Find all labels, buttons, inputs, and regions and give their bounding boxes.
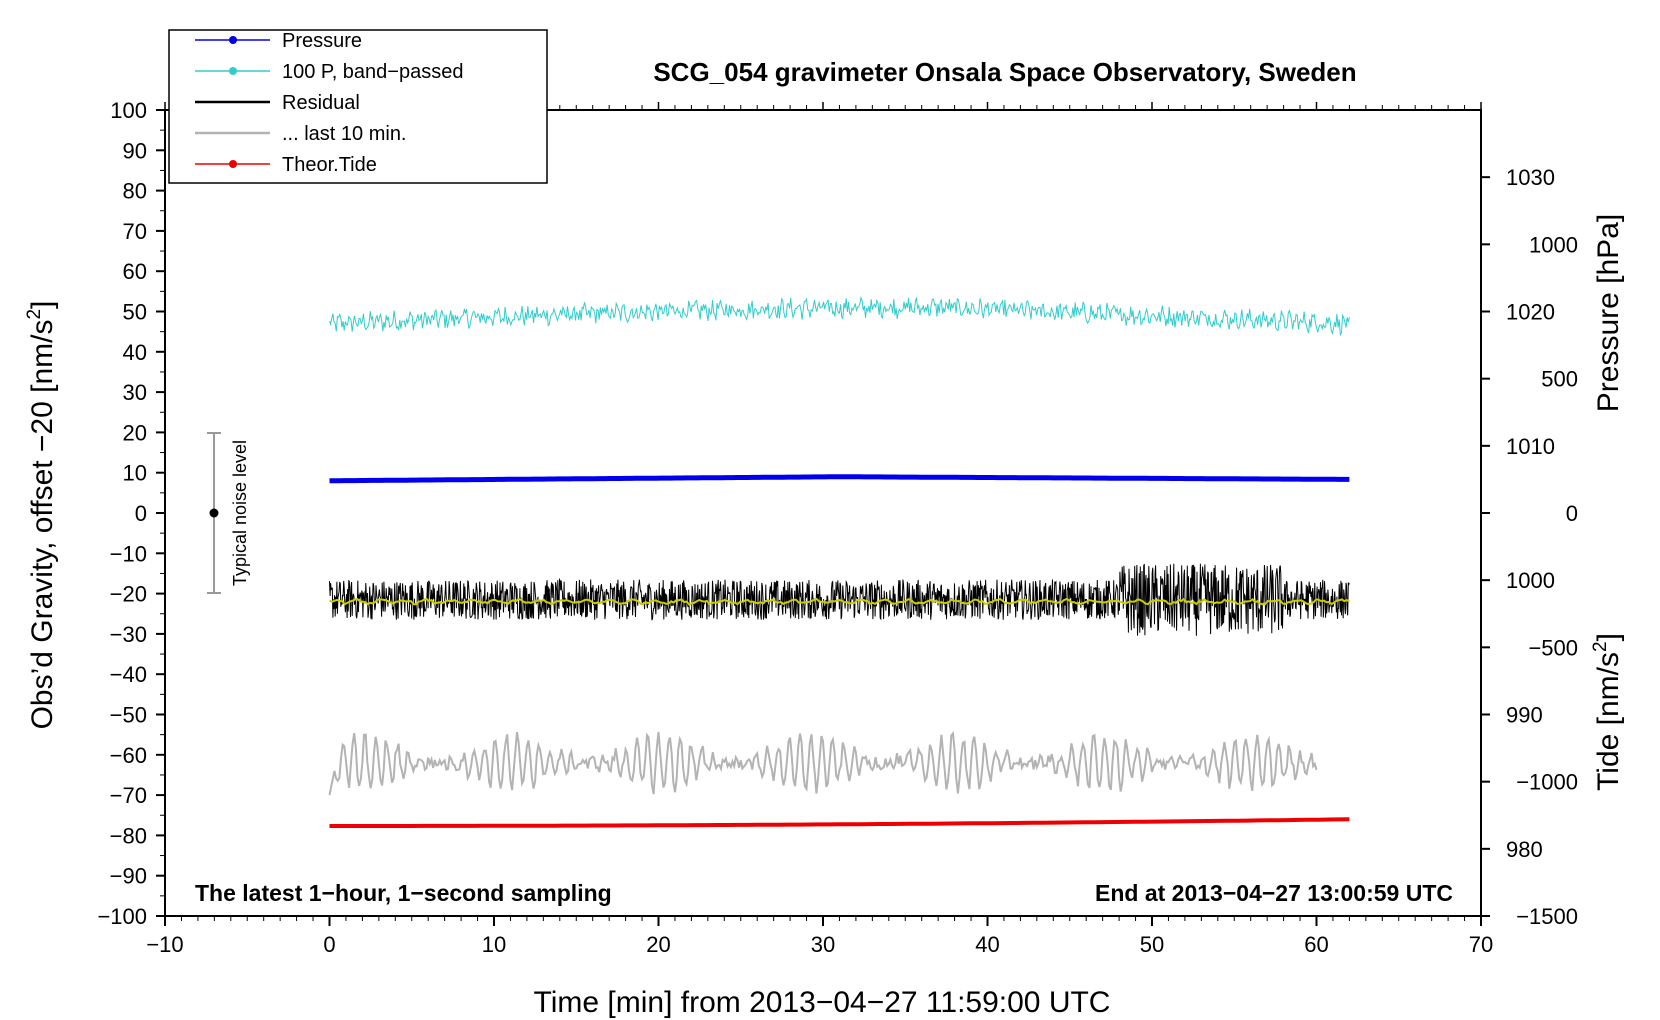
y-tick-label: 40 — [123, 340, 147, 365]
y-axis-title-left-text: Obs’d Gravity, offset −20 [nm/s — [26, 320, 59, 730]
legend-label-tide: Theor.Tide — [282, 154, 377, 176]
legend-label-last10: ... last 10 min. — [282, 123, 407, 145]
y-axis-title-left: Obs’d Gravity, offset −20 [nm/s2] — [24, 301, 59, 730]
legend-marker-bandpassed — [229, 67, 237, 75]
axis-ticks: −10 0 10 20 30 40 50 60 701009080706050403020100… — [97, 98, 1578, 957]
y-tick-label: 70 — [123, 219, 147, 244]
legend-marker-tide — [229, 160, 237, 168]
tide-tick-label: 500 — [1541, 367, 1578, 392]
note-right: End at 2013−04−27 13:00:59 UTC — [1095, 880, 1453, 906]
y-tick-label: 80 — [123, 179, 147, 204]
y-tick-label: −70 — [110, 783, 147, 808]
note-left: The latest 1−hour, 1−second sampling — [195, 880, 612, 906]
tide-tick-label: −1500 — [1516, 904, 1578, 929]
y-tick-label: 100 — [110, 98, 147, 123]
legend: Pressure 100 P, band−passed Residual ...… — [168, 29, 548, 184]
noise-bar-center — [209, 508, 219, 518]
series-theoretical-tide — [329, 817, 1350, 828]
y-axis-title-tide-text: Tide [nm/s — [1592, 652, 1625, 791]
y-tick-label: −40 — [110, 662, 147, 687]
legend-item-last10: ... last 10 min. — [195, 123, 407, 145]
y-axis-title-tide: Tide [nm/s2] — [1590, 633, 1625, 791]
series-bandpassed-pressure — [329, 295, 1350, 337]
series-residual-smoothed — [329, 597, 1350, 606]
pressure-tick-label: 980 — [1506, 837, 1543, 862]
noise-bar: Typical noise level — [207, 432, 250, 594]
series-residual — [329, 563, 1350, 636]
legend-item-pressure: Pressure — [195, 30, 362, 52]
tide-tick-label: 1000 — [1529, 232, 1578, 257]
pressure-tick-label: 1010 — [1506, 434, 1555, 459]
y-tick-label: 30 — [123, 380, 147, 405]
x-axis-title: Time [min] from 2013−04−27 11:59:00 UTC — [534, 986, 1111, 1019]
x-tick-label: −10 — [146, 932, 183, 957]
x-tick-label: 20 — [646, 932, 670, 957]
legend-box — [168, 29, 548, 184]
x-tick-label: 70 — [1469, 932, 1493, 957]
y-tick-label: −90 — [110, 864, 147, 889]
y-axis-title-left-sup: 2 — [24, 309, 45, 320]
y-tick-label: −50 — [110, 703, 147, 728]
pressure-tick-label: 1000 — [1506, 568, 1555, 593]
pressure-tick-label: 990 — [1506, 703, 1543, 728]
x-tick-label: 40 — [975, 932, 999, 957]
x-tick-label: 60 — [1304, 932, 1328, 957]
y-tick-label: −10 — [110, 541, 147, 566]
series-pressure — [329, 474, 1350, 484]
legend-label-pressure: Pressure — [282, 30, 362, 52]
legend-item-residual: Residual — [195, 92, 360, 114]
legend-label-bandpassed: 100 P, band−passed — [282, 61, 463, 83]
y-tick-label: 0 — [135, 501, 147, 526]
y-axis-title-tide-sup: 2 — [1590, 641, 1611, 652]
pressure-tick-label: 1030 — [1506, 165, 1555, 190]
tide-tick-label: −500 — [1528, 635, 1578, 660]
y-tick-label: 10 — [123, 461, 147, 486]
x-tick-label: 30 — [811, 932, 835, 957]
series-last-10-min — [328, 730, 1318, 796]
y-tick-label: −20 — [110, 582, 147, 607]
plot-frame — [164, 109, 1482, 917]
y-tick-label: 20 — [123, 420, 147, 445]
x-tick-label: 50 — [1140, 932, 1164, 957]
tide-tick-label: 0 — [1566, 501, 1578, 526]
x-tick-label: 0 — [323, 932, 335, 957]
legend-item-tide: Theor.Tide — [195, 154, 377, 176]
x-tick-label: 10 — [482, 932, 506, 957]
legend-marker-pressure — [229, 36, 237, 44]
y-tick-label: −30 — [110, 622, 147, 647]
y-tick-label: −60 — [110, 743, 147, 768]
series-layer — [328, 295, 1350, 828]
tide-tick-label: −1000 — [1516, 770, 1578, 795]
y-axis-title-tide-close: ] — [1592, 633, 1625, 641]
y-tick-label: 50 — [123, 300, 147, 325]
y-axis-title-left-close: ] — [26, 301, 59, 309]
noise-bar-label: Typical noise level — [230, 440, 250, 586]
y-tick-label: 60 — [123, 259, 147, 284]
pressure-tick-label: 1020 — [1506, 300, 1555, 325]
y-axis-title-pressure: Pressure [hPa] — [1592, 214, 1625, 412]
y-tick-label: −80 — [110, 823, 147, 848]
legend-label-residual: Residual — [282, 92, 360, 114]
chart-title: SCG_054 gravimeter Onsala Space Observat… — [653, 57, 1356, 87]
y-tick-label: −100 — [97, 904, 147, 929]
y-tick-label: 90 — [123, 138, 147, 163]
legend-item-bandpassed: 100 P, band−passed — [195, 61, 463, 83]
